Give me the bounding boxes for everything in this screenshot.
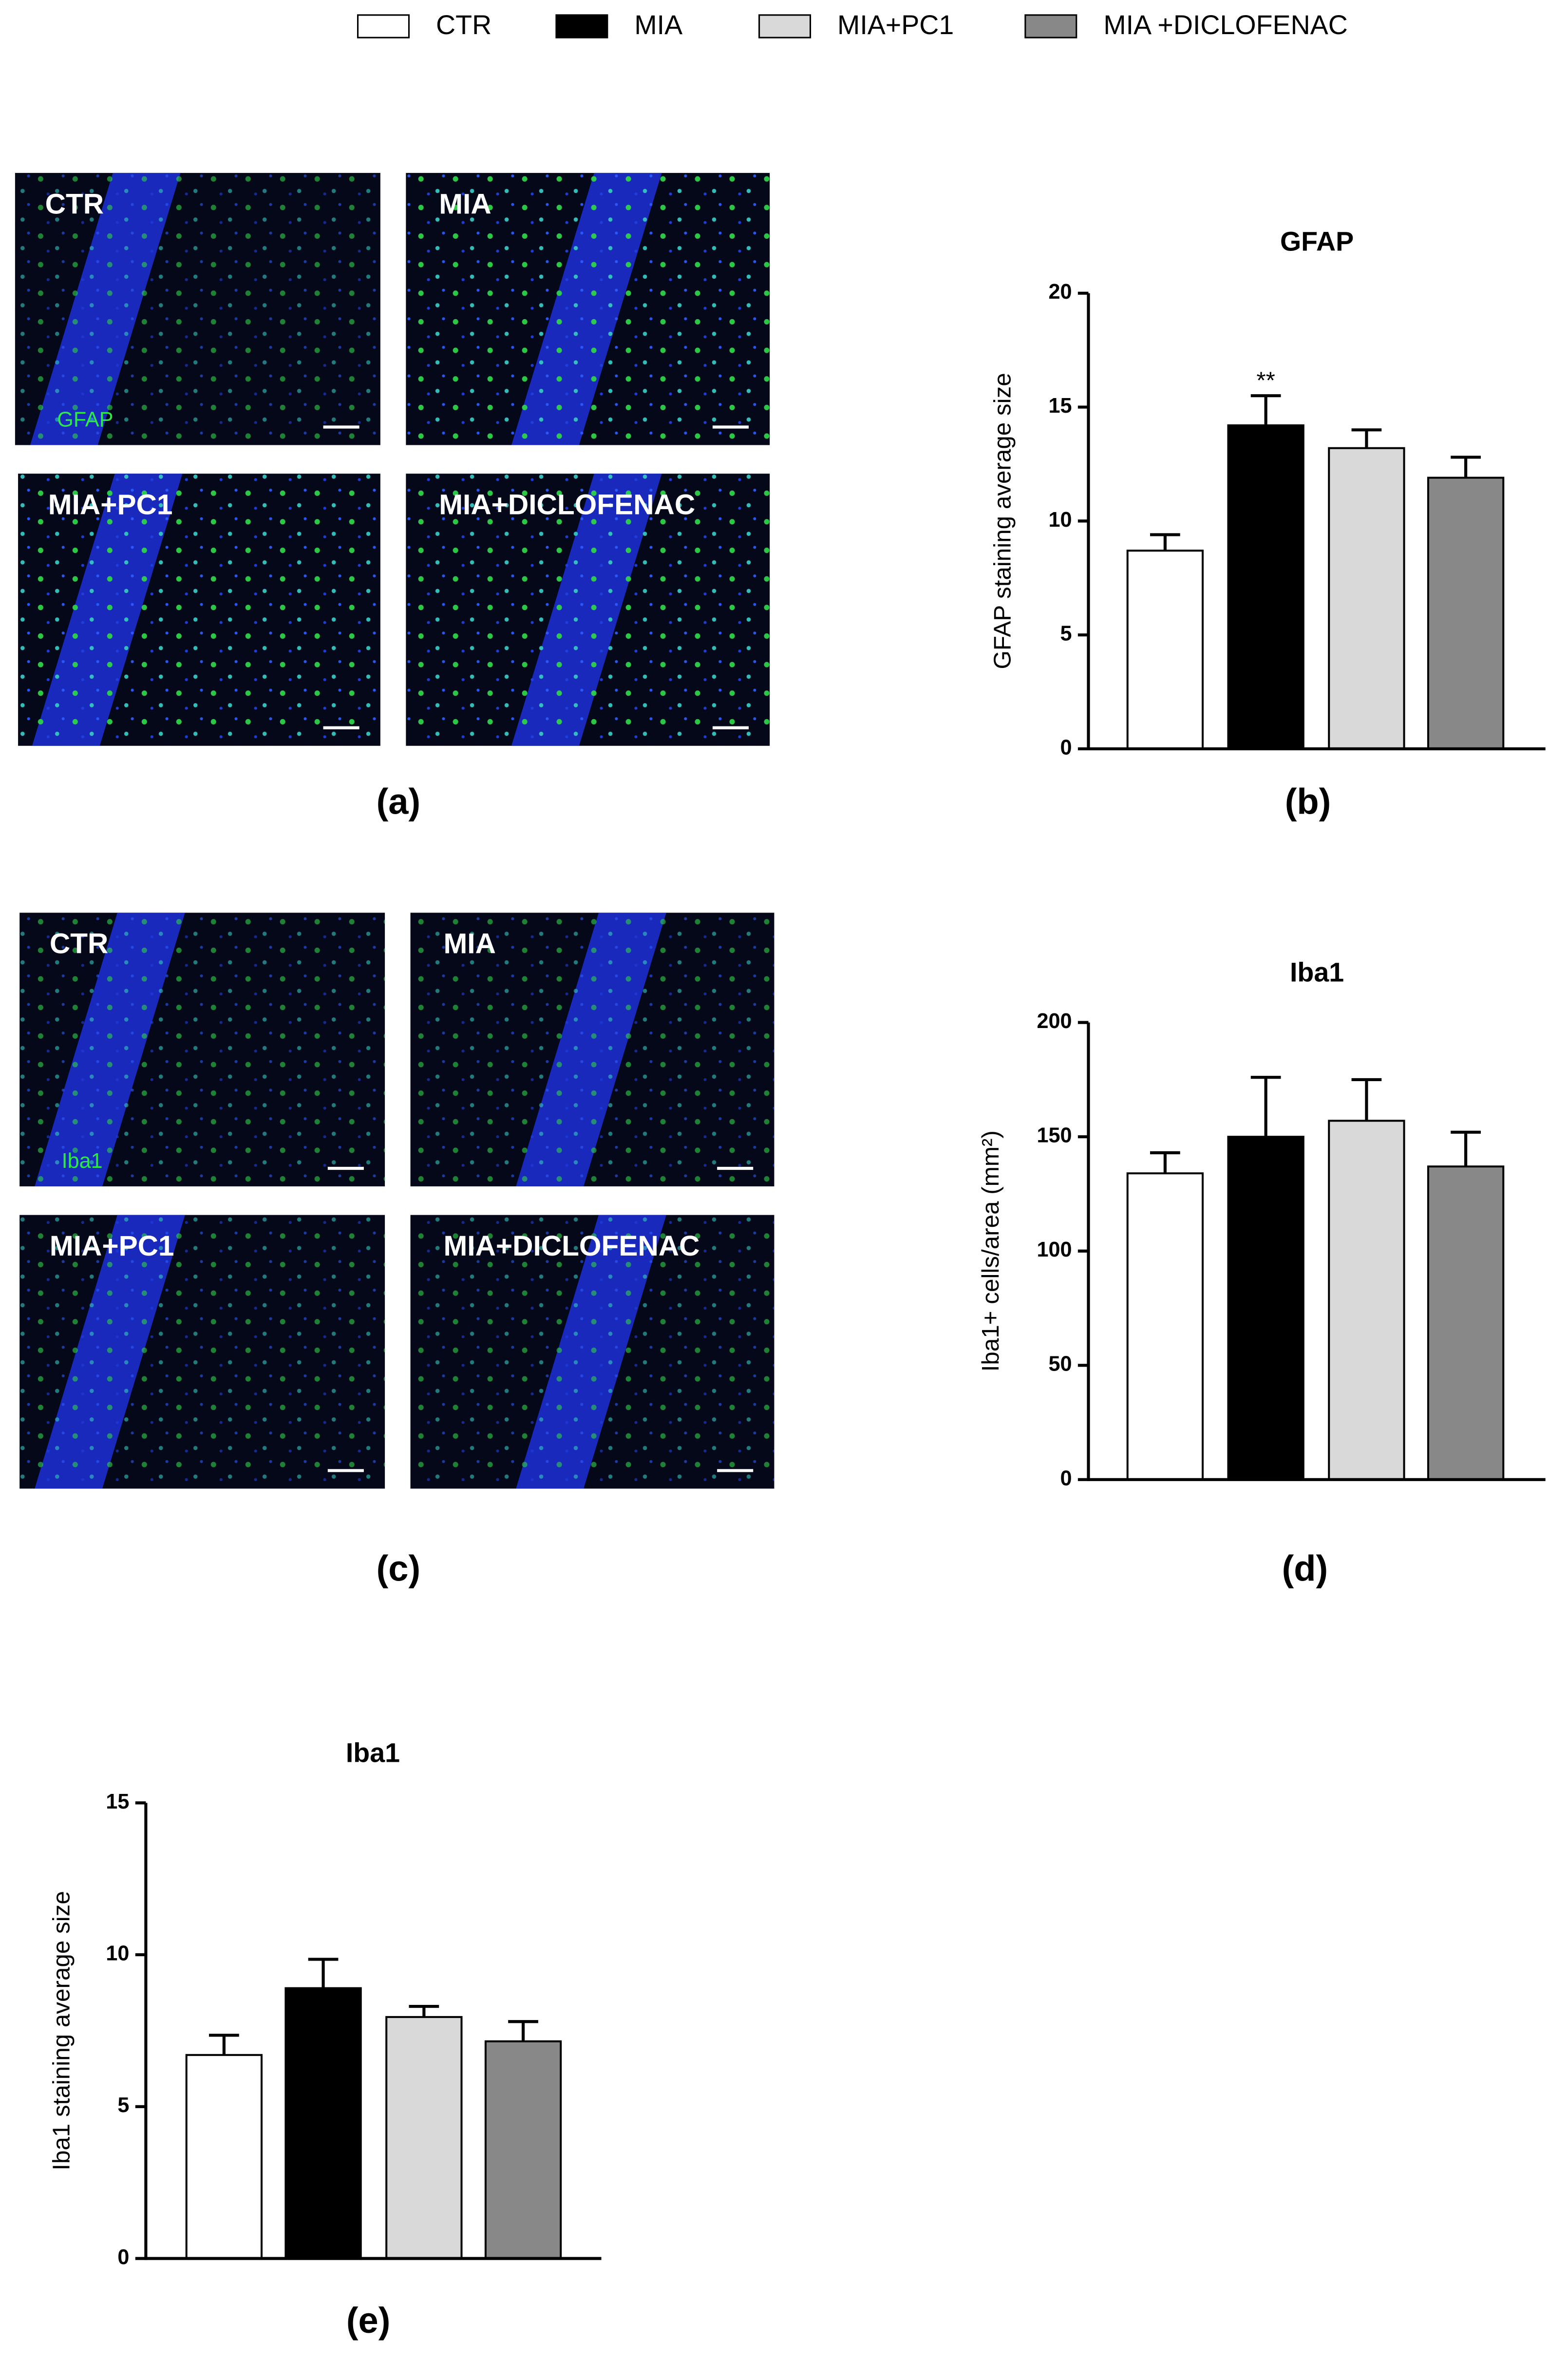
micrograph: MIA: [406, 172, 770, 445]
micrograph-cells: [15, 172, 380, 445]
micrograph: MIA+DICLOFENAC: [410, 1215, 775, 1489]
y-tick-label: 5: [117, 2094, 129, 2117]
panel-label: (e): [346, 2300, 391, 2341]
y-tick-label: 5: [1060, 622, 1072, 646]
micrograph-label: MIA+DICLOFENAC: [439, 489, 695, 521]
bar: [284, 1987, 362, 2260]
micrograph: CTR Iba1: [19, 913, 385, 1187]
y-tick-label: 20: [1048, 280, 1072, 304]
micrograph: CTR GFAP: [15, 172, 380, 445]
chart-title: GFAP: [1280, 227, 1354, 257]
micrograph-cells: [410, 1215, 775, 1489]
bar: [1126, 1172, 1204, 1481]
legend-swatch: [357, 14, 410, 38]
bar: [1227, 1136, 1304, 1481]
micrograph-label: MIA+PC1: [48, 489, 173, 521]
y-tick-label: 50: [1048, 1353, 1072, 1376]
micrograph-cells: [406, 474, 770, 746]
micrograph-label: CTR: [50, 928, 109, 960]
y-tick-label: 0: [1060, 736, 1072, 759]
y-tick-label: 10: [106, 1942, 129, 1965]
y-tick-label: 0: [1060, 1467, 1072, 1490]
micrograph-label: MIA+DICLOFENAC: [443, 1230, 699, 1262]
micrograph-label: MIA: [443, 928, 495, 960]
significance: **: [1256, 367, 1275, 394]
y-tick-label: 10: [1048, 508, 1072, 532]
y-tick-label: 15: [106, 1790, 129, 1813]
legend-label: MIA +DICLOFENAC: [1103, 10, 1348, 40]
micrograph-cells: [410, 913, 775, 1187]
bar: [1328, 1120, 1405, 1481]
bar: [1427, 1165, 1505, 1481]
chart-title: Iba1: [1290, 957, 1344, 988]
bar: [1126, 550, 1204, 750]
micrograph-label: CTR: [45, 188, 104, 220]
stain-label: GFAP: [57, 408, 113, 432]
bar: [1227, 424, 1304, 750]
bar: [1328, 447, 1405, 750]
micrograph-cells: [19, 913, 385, 1187]
panel-label: (b): [1285, 781, 1331, 822]
bar: [185, 2054, 263, 2260]
micrograph-label: MIA: [439, 188, 491, 220]
legend-swatch: [1024, 14, 1077, 38]
y-tick-label: 0: [117, 2246, 129, 2269]
micrograph-cells: [19, 1215, 385, 1489]
y-tick-label: 100: [1037, 1238, 1072, 1261]
y-tick-label: 15: [1048, 394, 1072, 418]
micrograph-label: MIA+PC1: [50, 1230, 174, 1262]
panel-label: (c): [377, 1548, 420, 1589]
y-tick-label: 200: [1037, 1010, 1072, 1033]
micrograph-cells: [406, 172, 770, 445]
micrograph: MIA+DICLOFENAC: [406, 474, 770, 746]
legend-swatch: [555, 14, 608, 38]
legend-swatch: [758, 14, 812, 38]
chart-title: Iba1: [346, 1737, 400, 1768]
micrograph: MIA+PC1: [19, 1215, 385, 1489]
bar: [1427, 476, 1505, 750]
y-axis-label: GFAP staining average size: [989, 373, 1016, 669]
legend-label: MIA+PC1: [837, 10, 954, 40]
panel-label: (d): [1282, 1548, 1328, 1589]
micrograph-cells: [18, 474, 380, 746]
micrograph: MIA+PC1: [18, 474, 380, 746]
legend-label: MIA: [634, 10, 682, 40]
y-axis-label: Iba1 staining average size: [48, 1891, 75, 2171]
bar: [385, 2016, 463, 2260]
y-tick-label: 150: [1037, 1124, 1072, 1147]
stain-label: Iba1: [62, 1149, 103, 1173]
micrograph: MIA: [410, 913, 775, 1187]
legend-label: CTR: [436, 10, 491, 40]
panel-label: (a): [377, 781, 420, 822]
bar: [484, 2040, 562, 2260]
y-axis-label: Iba1+ cells/area (mm²): [977, 1130, 1004, 1372]
